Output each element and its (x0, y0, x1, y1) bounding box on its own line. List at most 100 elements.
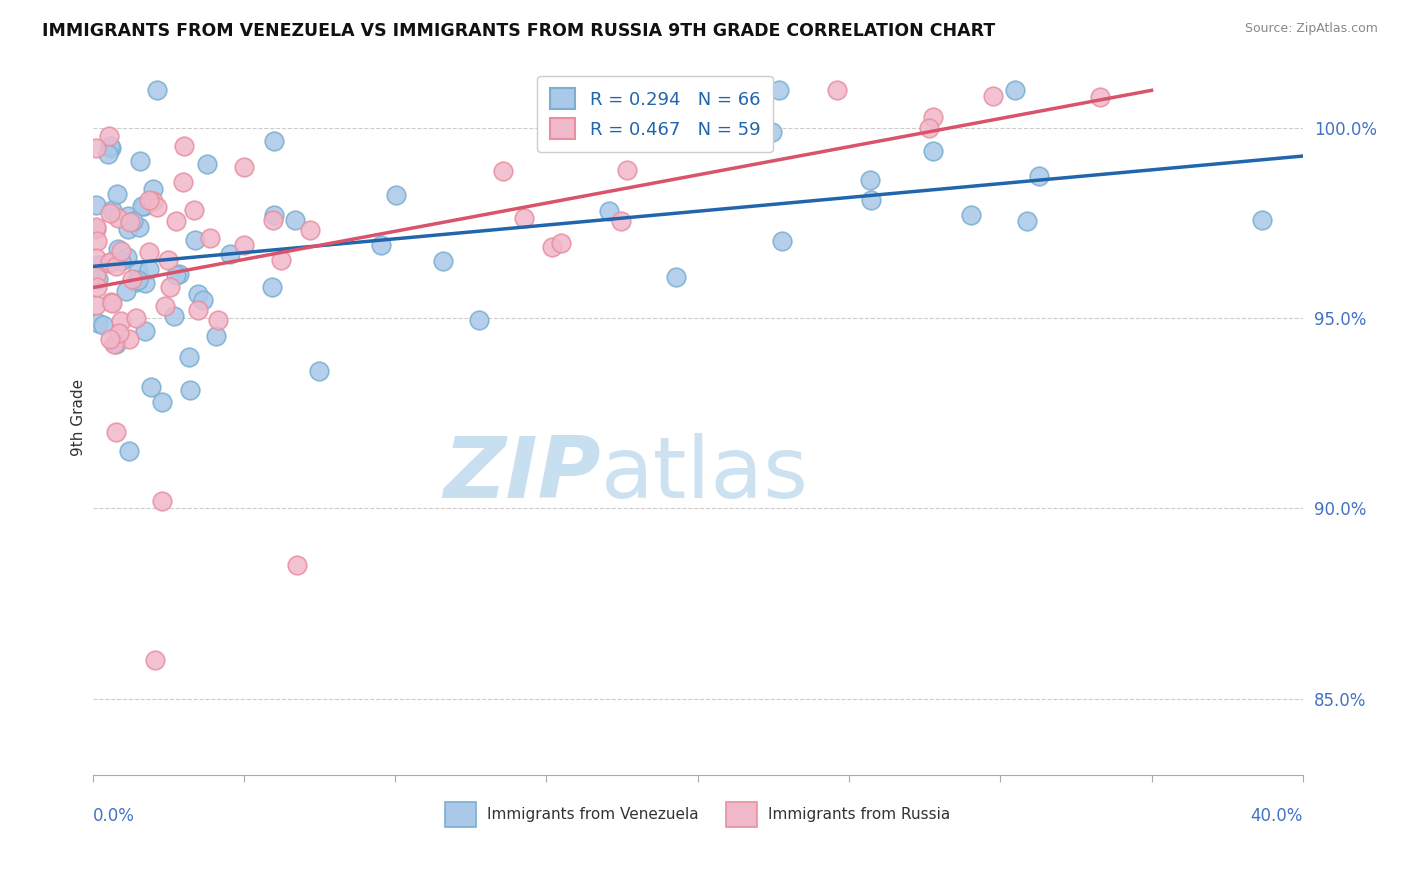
Point (103, 337, 125, 351)
Point (859, 173, 882, 187)
Point (105, 259, 128, 273)
Point (960, 208, 983, 222)
Point (98, 255, 121, 269)
Point (104, 425, 127, 440)
Point (139, 379, 162, 393)
Point (129, 154, 152, 169)
Point (87, 272, 110, 286)
Point (110, 253, 132, 268)
Point (93, 318, 115, 333)
Point (860, 193, 883, 207)
Point (138, 262, 160, 277)
Point (922, 110, 945, 124)
Point (219, 247, 242, 261)
Point (468, 313, 491, 327)
Point (107, 242, 129, 256)
Point (183, 202, 205, 217)
Point (768, 83, 790, 97)
Point (761, 125, 783, 139)
Point (118, 444, 141, 458)
Point (207, 313, 229, 327)
Point (492, 164, 515, 178)
Point (1251, 213, 1274, 227)
Point (270, 252, 292, 267)
Point (86, 234, 108, 248)
Point (142, 194, 165, 208)
Point (101, 202, 124, 217)
Point (143, 653, 166, 667)
Point (598, 204, 620, 219)
Point (195, 157, 218, 171)
Point (125, 310, 148, 325)
Point (385, 188, 408, 202)
Point (128, 219, 150, 234)
Point (1015, 214, 1038, 228)
Point (150, 395, 173, 409)
Point (131, 199, 153, 213)
Point (97, 147, 120, 161)
Point (125, 276, 148, 290)
Point (285, 558, 308, 573)
Point (150, 493, 173, 508)
Point (200, 231, 222, 245)
Point (153, 299, 176, 313)
Point (84, 268, 107, 283)
Text: atlas: atlas (600, 433, 808, 516)
Point (299, 223, 322, 237)
Point (121, 271, 143, 285)
Point (127, 264, 149, 278)
Point (918, 120, 941, 135)
Point (105, 337, 128, 351)
Point (132, 199, 155, 213)
Point (262, 213, 284, 227)
Point (260, 280, 283, 294)
Point (142, 182, 165, 196)
Text: IMMIGRANTS FROM VENEZUELA VS IMMIGRANTS FROM RUSSIA 9TH GRADE CORRELATION CHART: IMMIGRANTS FROM VENEZUELA VS IMMIGRANTS … (42, 22, 995, 40)
Point (610, 214, 633, 228)
Text: Immigrants from Venezuela: Immigrants from Venezuela (486, 807, 699, 822)
Point (84, 141, 107, 155)
Point (308, 364, 330, 378)
Point (173, 139, 195, 153)
Point (165, 268, 187, 282)
Point (100, 295, 122, 310)
Point (616, 163, 638, 178)
Point (138, 193, 160, 207)
Text: 0.0%: 0.0% (93, 806, 135, 825)
Point (513, 211, 536, 226)
Point (84, 198, 107, 212)
Point (146, 83, 169, 97)
Point (370, 238, 392, 252)
Point (107, 211, 129, 226)
Point (98, 139, 121, 153)
Point (117, 210, 139, 224)
Point (100, 141, 122, 155)
Point (110, 314, 132, 328)
Point (98, 332, 121, 346)
Point (101, 295, 124, 310)
Point (118, 215, 141, 229)
Point (127, 273, 149, 287)
Point (263, 134, 285, 148)
Point (550, 235, 572, 250)
Point (87, 258, 110, 272)
Point (432, 254, 454, 268)
Point (159, 279, 181, 293)
Point (110, 244, 132, 259)
Point (165, 214, 187, 228)
Point (98, 205, 121, 219)
Point (134, 324, 156, 338)
Point (540, 240, 562, 254)
Point (98, 128, 121, 143)
Point (138, 245, 160, 260)
Point (232, 238, 254, 252)
Point (118, 332, 141, 346)
Y-axis label: 9th Grade: 9th Grade (72, 378, 86, 456)
Text: ZIP: ZIP (443, 433, 600, 516)
Point (263, 208, 285, 222)
Point (163, 309, 186, 323)
Point (84, 222, 107, 236)
Point (87, 316, 110, 330)
Point (172, 175, 194, 189)
Legend: R = 0.294   N = 66, R = 0.467   N = 59: R = 0.294 N = 66, R = 0.467 N = 59 (537, 76, 773, 152)
